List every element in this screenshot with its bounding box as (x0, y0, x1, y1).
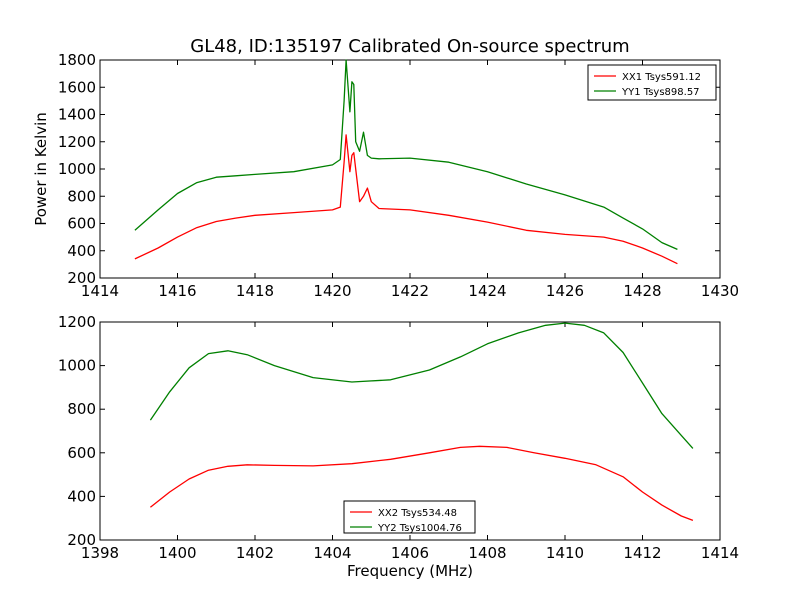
top-series-line-0 (134, 134, 678, 265)
bottom-y-tick-label: 800 (67, 400, 96, 418)
bottom-y-tick-label: 600 (67, 444, 96, 462)
top-x-tick-label: 1420 (313, 282, 351, 300)
top-y-tick-label: 1600 (58, 78, 96, 96)
bottom-x-tick-label: 1414 (701, 544, 739, 562)
bottom-y-tick-label: 1200 (58, 313, 96, 331)
top-x-tick-label: 1424 (468, 282, 506, 300)
top-y-axis-label: Power in Kelvin (32, 112, 50, 226)
top-x-tick-label: 1416 (158, 282, 196, 300)
top-y-tick-label: 1200 (58, 133, 96, 151)
bottom-legend-label-0: XX2 Tsys534.48 (378, 508, 457, 519)
bottom-y-tick-label: 1000 (58, 357, 96, 375)
bottom-legend-box (343, 500, 476, 534)
top-y-tick-label: 1000 (58, 160, 96, 178)
top-chart-title: GL48, ID:135197 Calibrated On-source spe… (190, 36, 629, 57)
bottom-x-tick-label: 1404 (313, 544, 351, 562)
bottom-series-line-1 (149, 322, 694, 449)
top-series-line-1 (134, 59, 678, 250)
top-y-tick-label: 200 (67, 269, 96, 287)
bottom-series-line-0 (149, 445, 694, 522)
top-legend-label-0: XX1 Tsys591.12 (622, 72, 701, 83)
bottom-x-tick-label: 1410 (546, 544, 584, 562)
top-y-tick-label: 1800 (58, 51, 96, 69)
bottom-x-axis-label: Frequency (MHz) (347, 562, 473, 580)
top-legend-label-1: YY1 Tsys898.57 (621, 87, 700, 98)
top-x-tick-label: 1418 (236, 282, 274, 300)
top-y-tick-label: 400 (67, 242, 96, 260)
bottom-x-tick-label: 1400 (158, 544, 196, 562)
top-legend: XX1 Tsys591.12 YY1 Tsys898.57 (587, 64, 717, 101)
bottom-y-tick-label: 400 (67, 487, 96, 505)
bottom-legend-label-1: YY2 Tsys1004.76 (377, 523, 462, 534)
top-x-tick-label: 1414 (81, 282, 119, 300)
top-y-tick-label: 1400 (58, 106, 96, 124)
top-y-tick-label: 600 (67, 215, 96, 233)
top-legend-box (587, 64, 717, 101)
bottom-x-tick-label: 1408 (468, 544, 506, 562)
bottom-x-tick-label: 1398 (81, 544, 119, 562)
bottom-chart: 1398 1400 1402 1404 1406 1408 1410 1412 1414 200 4… (58, 313, 739, 562)
bottom-legend: XX2 Tsys534.48 YY2 Tsys1004.76 (343, 500, 476, 534)
top-y-tick-label: 800 (67, 187, 96, 205)
bottom-y-tick-label: 200 (67, 531, 96, 549)
top-x-tick-label: 1422 (391, 282, 429, 300)
bottom-x-tick-label: 1402 (236, 544, 274, 562)
top-x-tick-label: 1426 (546, 282, 584, 300)
top-chart: 1414 1416 1418 1420 1422 1424 1426 1428 1430 200 4… (58, 51, 739, 300)
top-x-tick-label: 1428 (623, 282, 661, 300)
bottom-x-tick-label: 1406 (391, 544, 429, 562)
top-x-tick-label: 1430 (701, 282, 739, 300)
bottom-x-tick-label: 1412 (623, 544, 661, 562)
